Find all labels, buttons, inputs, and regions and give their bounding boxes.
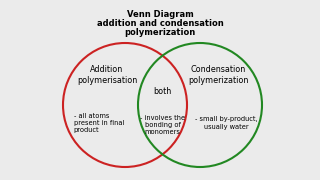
Text: polymerization: polymerization: [124, 28, 196, 37]
Text: - all atoms
present in final
product: - all atoms present in final product: [74, 113, 124, 133]
Text: addition and condensation: addition and condensation: [97, 19, 223, 28]
Text: Venn Diagram: Venn Diagram: [127, 10, 193, 19]
Text: both: both: [153, 87, 172, 96]
Text: Addition
polymerisation: Addition polymerisation: [77, 65, 137, 85]
Text: - involves the
bonding of
monomers: - involves the bonding of monomers: [140, 115, 185, 135]
Text: Condensation
polymerization: Condensation polymerization: [188, 65, 248, 85]
Text: - small by-product,
usually water: - small by-product, usually water: [195, 116, 257, 129]
